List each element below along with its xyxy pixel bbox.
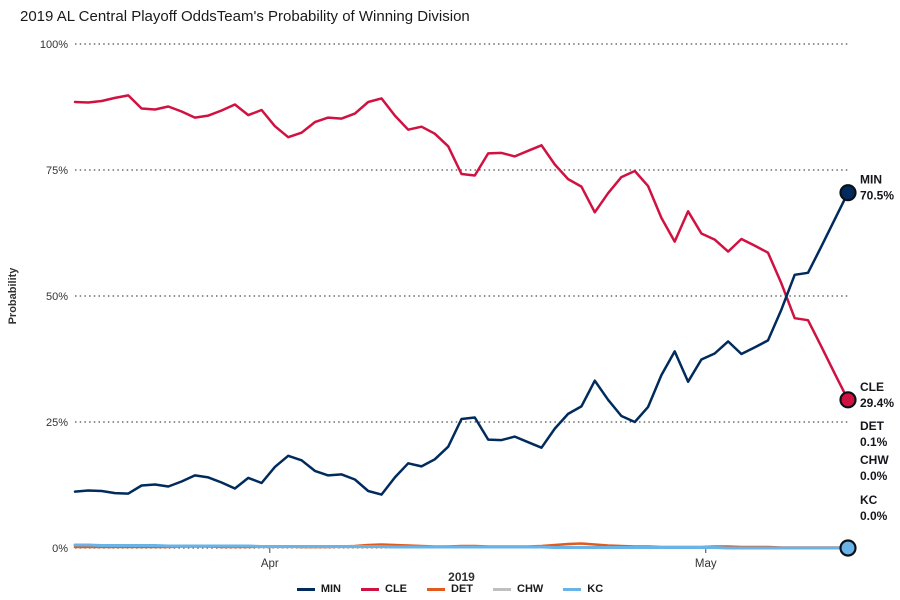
legend-item-cle: CLE	[361, 583, 407, 595]
end-label-value-min: 70.5%	[860, 189, 894, 203]
x-tick-label: May	[695, 558, 717, 570]
legend-label-kc: KC	[587, 583, 604, 595]
y-tick-label: 50%	[46, 291, 68, 303]
chart-title-sub: Team's Probability of Winning Division	[216, 8, 470, 25]
legend-swatch-kc	[563, 587, 582, 591]
legend-swatch-cle	[361, 587, 379, 591]
x-tick-label: Apr	[261, 558, 279, 570]
end-label-name-chw: CHW	[860, 453, 889, 467]
end-label-value-cle: 29.4%	[860, 396, 894, 410]
legend-swatch-det	[427, 587, 445, 591]
end-label-value-det: 0.1%	[860, 435, 888, 449]
series-line-min	[73, 191, 850, 496]
y-tick-label: 25%	[46, 417, 68, 429]
series-line-kc	[73, 543, 850, 550]
legend-label-min: MIN	[320, 583, 341, 595]
x-axis-label: 2019	[448, 570, 475, 584]
chart-legend: MIN CLE DET CHW KC	[0, 581, 900, 597]
end-label-name-cle: CLE	[860, 380, 884, 394]
end-label-value-kc: 0.0%	[860, 509, 888, 523]
end-label-name-min: MIN	[860, 173, 882, 187]
endpoint-dot-kc	[839, 539, 857, 557]
legend-label-cle: CLE	[385, 583, 407, 595]
legend-swatch-min	[296, 587, 315, 591]
legend-swatch-chw	[493, 587, 511, 591]
chart-title-main: 2019 AL Central Playoff Odds	[20, 8, 217, 25]
legend-item-kc: KC	[563, 583, 603, 595]
end-label-name-det: DET	[860, 419, 885, 433]
legend-label-chw: CHW	[517, 583, 544, 595]
y-axis-label: Probability	[7, 267, 19, 325]
series-line-cle	[73, 94, 850, 402]
legend-item-min: MIN	[296, 583, 341, 595]
endpoint-dot-min	[839, 184, 857, 202]
y-tick-label: 75%	[46, 165, 68, 177]
end-label-name-kc: KC	[860, 493, 878, 507]
end-label-value-chw: 0.0%	[860, 469, 888, 483]
legend-label-det: DET	[451, 583, 473, 595]
y-tick-label: 0%	[52, 543, 68, 555]
endpoint-dot-cle	[839, 391, 857, 409]
legend-item-det: DET	[427, 583, 473, 595]
chart-title: 2019 AL Central Playoff OddsTeam's Proba…	[20, 8, 470, 25]
legend-item-chw: CHW	[493, 583, 543, 595]
y-tick-label: 100%	[40, 39, 68, 51]
